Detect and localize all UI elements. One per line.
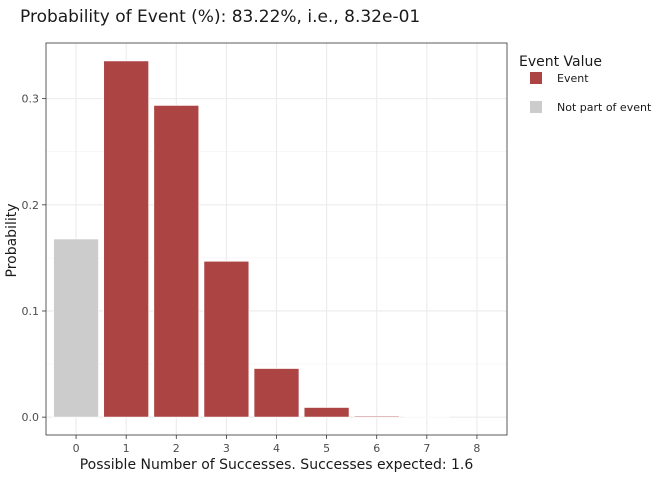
bar-4 (253, 368, 300, 418)
plot-area (45, 42, 508, 436)
y-tick-label: 0.2 (22, 199, 40, 212)
y-axis-title: Probability (4, 203, 20, 277)
chart-title: Probability of Event (%): 83.22%, i.e., … (20, 7, 420, 27)
x-tick-label: 5 (323, 442, 330, 455)
x-tick-label: 4 (273, 442, 280, 455)
y-axis: 0.0 0.1 0.2 0.3 (22, 93, 46, 424)
bar-5 (303, 406, 350, 418)
legend-key (530, 101, 542, 113)
x-tick-label: 7 (423, 442, 430, 455)
bar-3 (203, 260, 250, 418)
bar-0 (53, 238, 100, 418)
legend: Event Value Event Not part of event (519, 54, 652, 114)
y-tick-label: 0.0 (22, 411, 40, 424)
bar-6 (353, 415, 400, 418)
legend-label: Not part of event (557, 101, 652, 114)
x-tick-label: 0 (73, 442, 80, 455)
legend-title: Event Value (519, 54, 602, 70)
legend-key (530, 72, 542, 84)
legend-label: Event (557, 72, 589, 85)
x-tick-label: 3 (223, 442, 230, 455)
y-tick-label: 0.3 (22, 93, 40, 106)
bar-1 (103, 60, 150, 418)
y-tick-label: 0.1 (22, 305, 40, 318)
x-axis: 0 1 2 3 4 5 6 7 8 (73, 435, 480, 455)
x-tick-label: 1 (123, 442, 130, 455)
x-tick-label: 2 (173, 442, 180, 455)
x-tick-label: 6 (373, 442, 380, 455)
x-axis-title: Possible Number of Successes. Successes … (80, 457, 474, 473)
bar-2 (153, 104, 200, 418)
x-tick-label: 8 (473, 442, 480, 455)
